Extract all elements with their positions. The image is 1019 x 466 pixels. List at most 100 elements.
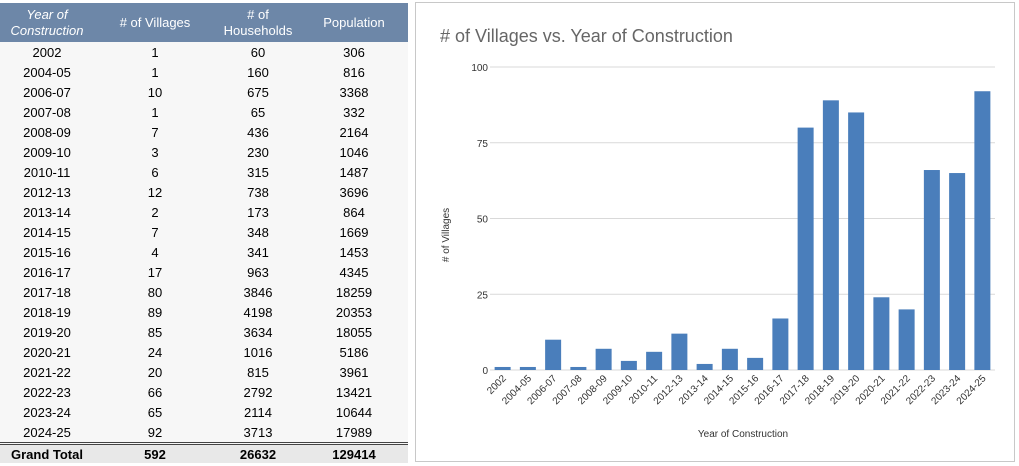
table-cell: 1669 xyxy=(339,224,369,240)
x-tick-label: 2020-21 xyxy=(854,373,888,407)
table-cell: 1487 xyxy=(339,164,369,180)
table-cell: 2007-08 xyxy=(23,104,71,120)
table-row: 2021-22 20 815 3961 xyxy=(0,362,408,382)
bar xyxy=(747,357,764,370)
bar xyxy=(974,91,991,371)
x-tick-label: 2015-16 xyxy=(728,373,762,407)
table-cell: 963 xyxy=(247,264,269,280)
table-cell: 332 xyxy=(343,104,365,120)
table-cell: 1453 xyxy=(339,244,369,260)
table-cell: 2164 xyxy=(339,124,369,140)
bar xyxy=(494,366,511,370)
x-axis-title: Year of Construction xyxy=(698,429,788,440)
table-cell: 1 xyxy=(151,44,159,60)
table-cell: 2114 xyxy=(244,404,272,420)
table-cell: 89 xyxy=(147,304,163,320)
table-cell: 3846 xyxy=(243,284,273,300)
bar xyxy=(949,173,966,370)
x-tick-label: 2009-10 xyxy=(601,373,635,407)
bar xyxy=(620,360,637,370)
table-cell: 2019-20 xyxy=(23,324,71,340)
x-tick-label: 2014-15 xyxy=(702,373,736,407)
table-cell: 65 xyxy=(147,404,163,420)
x-tick-label: 2006-07 xyxy=(526,373,560,407)
chart-title: # of Villages vs. Year of Construction xyxy=(440,26,733,46)
table-cell: 341 xyxy=(247,244,269,260)
table-row: 2023-24 65 2114 10644 xyxy=(0,402,408,422)
total-row: Grand Total 592 26632 129414 xyxy=(0,442,408,463)
table-cell: 2004-05 xyxy=(23,64,71,80)
table-cell: 738 xyxy=(247,184,269,200)
table-cell: 20 xyxy=(147,364,163,380)
table-cell: 2024-25 xyxy=(23,424,71,440)
table-cell: 4 xyxy=(151,244,159,260)
y-tick-label: 50 xyxy=(477,215,489,226)
table-row: 2014-15 7 348 1669 xyxy=(0,222,408,242)
x-tick-label: 2016-17 xyxy=(753,373,787,407)
table-cell: 3713 xyxy=(243,424,273,440)
table-cell: 3696 xyxy=(339,184,369,200)
table-cell: 2023-24 xyxy=(23,404,71,420)
data-table: Year of Construction # of Villages # of Ho… xyxy=(0,3,408,463)
total-cell: 129414 xyxy=(300,442,408,463)
table-cell: 18259 xyxy=(335,284,373,300)
bar xyxy=(545,339,562,370)
table-row: 2016-17 17 963 4345 xyxy=(0,262,408,282)
table-cell: 10644 xyxy=(335,404,373,420)
x-tick-label: 2021-22 xyxy=(879,373,913,407)
table-row: 2018-19 89 4198 20353 xyxy=(0,302,408,322)
bar xyxy=(797,127,814,370)
table-row: 2012-13 12 738 3696 xyxy=(0,182,408,202)
bar xyxy=(848,112,865,370)
table-cell: 12 xyxy=(147,184,163,200)
table-cell: 24 xyxy=(147,344,163,360)
table-cell: 1046 xyxy=(339,144,369,160)
bar xyxy=(570,366,587,370)
table-row: 2024-25 92 3713 17989 xyxy=(0,422,408,444)
table-cell: 66 xyxy=(147,384,163,400)
x-tick-label: 2017-18 xyxy=(778,373,812,407)
bar xyxy=(646,351,663,370)
table-row: 2017-18 80 3846 18259 xyxy=(0,282,408,302)
total-cell: 592 xyxy=(94,442,216,463)
x-tick-label: 2008-09 xyxy=(576,373,610,407)
table-cell: 2009-10 xyxy=(23,144,71,160)
table-cell: 675 xyxy=(247,84,269,100)
table-cell: 816 xyxy=(343,64,365,80)
table-cell: 2020-21 xyxy=(23,344,71,360)
table-cell: 1 xyxy=(151,104,159,120)
bar xyxy=(822,100,839,370)
table-cell: 3634 xyxy=(243,324,273,340)
bar xyxy=(671,333,688,370)
table-row: 2009-10 3 230 1046 xyxy=(0,142,408,162)
table-cell: 2012-13 xyxy=(23,184,71,200)
table-cell: 864 xyxy=(343,204,365,220)
table-row: 2013-14 2 173 864 xyxy=(0,202,408,222)
header-cell: Year of Construction xyxy=(0,3,94,42)
table-cell: 85 xyxy=(147,324,163,340)
table-row: 2020-21 24 1016 5186 xyxy=(0,342,408,362)
table-cell: 2 xyxy=(151,204,159,220)
table-cell: 815 xyxy=(247,364,269,380)
bar xyxy=(772,318,789,370)
table-cell: 7 xyxy=(151,224,159,240)
x-tick-label: 2023-24 xyxy=(930,373,964,407)
table-cell: 1 xyxy=(151,64,159,80)
bar xyxy=(923,170,940,370)
table-cell: 4198 xyxy=(243,304,273,320)
x-tick-label: 2018-19 xyxy=(803,373,837,407)
table-cell: 2013-14 xyxy=(23,204,71,220)
table-cell: 348 xyxy=(247,224,269,240)
table-cell: 17 xyxy=(147,264,163,280)
x-tick-label: 2007-08 xyxy=(551,373,585,407)
table-row: 2006-07 10 675 3368 xyxy=(0,82,408,102)
table-body: 2002 1 60 306 2004-05 1 160 816 2006-07 10 675 3368… xyxy=(0,42,408,463)
y-tick-label: 100 xyxy=(471,63,488,74)
table-cell: 7 xyxy=(151,124,159,140)
total-cell: 26632 xyxy=(216,442,300,463)
table-cell: 13421 xyxy=(335,384,373,400)
table-cell: 17989 xyxy=(335,424,373,440)
x-tick-label: 2019-20 xyxy=(829,373,863,407)
table-cell: 2006-07 xyxy=(23,84,71,100)
table-cell: 230 xyxy=(247,144,269,160)
